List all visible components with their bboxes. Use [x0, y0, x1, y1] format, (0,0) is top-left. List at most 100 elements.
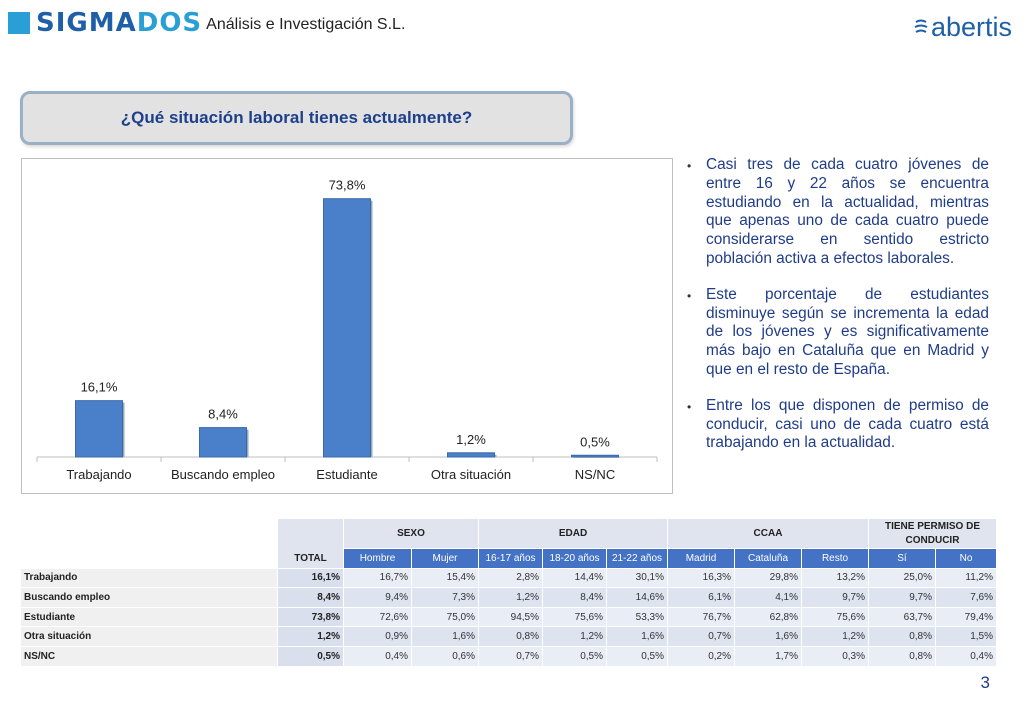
bullet-text: Entre los que disponen de permiso de con…	[706, 396, 989, 452]
table-cell: 76,7%	[667, 606, 735, 628]
table-cell: 0,9%	[343, 626, 412, 647]
table-cell: 1,6%	[734, 626, 802, 647]
table-cell: 75,6%	[801, 606, 869, 628]
table-cell: 7,6%	[935, 587, 997, 608]
table-cell: 15,4%	[411, 567, 479, 589]
table-cell: 7,3%	[411, 587, 479, 608]
bar	[323, 198, 371, 458]
table-group-sexo: SEXO	[343, 518, 479, 549]
table-group-permiso: TIENE PERMISO DE CONDUCIR	[868, 518, 997, 549]
table-cell: 72,6%	[343, 606, 412, 628]
table-cell-total: 73,8%	[277, 606, 344, 628]
table-group-edad: EDAD	[478, 518, 668, 549]
table-subheader: Mujer	[411, 548, 479, 569]
table-cell: 0,6%	[411, 645, 479, 667]
bar	[199, 427, 247, 458]
table-cell-total: 0,5%	[277, 645, 344, 667]
x-tick-label: Estudiante	[316, 467, 377, 482]
table-subheader: Hombre	[343, 548, 412, 569]
table-cell-total: 16,1%	[277, 567, 344, 589]
x-tick-label: Buscando empleo	[171, 467, 275, 482]
table-header-total: TOTAL	[277, 518, 344, 569]
table-cell: 14,6%	[606, 587, 668, 608]
table-cell: 1,6%	[411, 626, 479, 647]
x-tick-label: NS/NC	[575, 467, 615, 482]
table-cell: 1,2%	[542, 626, 607, 647]
table-cell: 75,6%	[542, 606, 607, 628]
table-cell: 0,8%	[478, 626, 543, 647]
table-subheader: 21-22 años	[606, 548, 668, 569]
table-row: Estudiante 73,8% 72,6% 75,0% 94,5% 75,6% 53,3%…	[20, 606, 997, 628]
table-cell: 9,4%	[343, 587, 412, 608]
table-cell: 1,7%	[734, 645, 802, 667]
table-cell: 6,1%	[667, 587, 735, 608]
question-text: ¿Qué situación laboral tienes actualment…	[120, 108, 473, 127]
table-cell: 0,2%	[667, 645, 735, 667]
question-box: ¿Qué situación laboral tienes actualment…	[20, 91, 573, 145]
bullet-item: • Entre los que disponen de permiso de c…	[687, 397, 989, 453]
table-cell: 16,7%	[343, 567, 412, 589]
table-cell: 11,2%	[935, 567, 997, 589]
bar-chart: 16,1% Trabajando 8,4% Buscando empleo 73,8% E…	[21, 158, 673, 494]
bar	[571, 454, 619, 458]
table-subheader: Sí	[868, 548, 936, 569]
bar-value-label: 0,5%	[580, 434, 610, 449]
table-cell: 94,5%	[478, 606, 543, 628]
table-cell: 79,4%	[935, 606, 997, 628]
x-tick-label: Otra situación	[431, 467, 511, 482]
table-corner	[20, 518, 278, 569]
table-cell: 0,8%	[868, 626, 936, 647]
bullet-item: • Este porcentaje de estudiantes disminu…	[687, 286, 989, 380]
table-row-label: Estudiante	[20, 606, 278, 628]
table-group-ccaa: CCAA	[667, 518, 869, 549]
bar	[447, 452, 495, 458]
table-group-header-row: TOTAL SEXO EDAD CCAA TIENE PERMISO DE CO…	[20, 518, 997, 569]
brand-name: SIGMADOS	[36, 8, 203, 38]
bullet-text: Este porcentaje de estudiantes disminuye…	[706, 285, 989, 378]
table-cell: 0,4%	[935, 645, 997, 667]
table-subheader: No	[935, 548, 997, 569]
abertis-logo: abertis	[913, 12, 1012, 43]
table-cell: 25,0%	[868, 567, 936, 589]
table-cell: 0,3%	[801, 645, 869, 667]
x-tick-label: Trabajando	[66, 467, 131, 482]
table-row-label: NS/NC	[20, 645, 278, 667]
bar-value-label: 73,8%	[329, 178, 366, 193]
table-cell: 8,4%	[542, 587, 607, 608]
table-cell: 4,1%	[734, 587, 802, 608]
bullet-text: Casi tres de cada cuatro jóvenes de entr…	[706, 156, 989, 267]
logo-square-icon	[8, 12, 30, 34]
table-cell: 9,7%	[868, 587, 936, 608]
bar-value-label: 16,1%	[81, 380, 118, 395]
table-cell-total: 8,4%	[277, 587, 344, 608]
table-row: NS/NC 0,5% 0,4% 0,6% 0,7% 0,5% 0,5% 0,2% 1,7% 0,3…	[20, 645, 997, 667]
table-subheader: Madrid	[667, 548, 735, 569]
table-subheader: Cataluña	[734, 548, 802, 569]
bar-chart-svg: 16,1% Trabajando 8,4% Buscando empleo 73,8% E…	[36, 178, 658, 482]
table-cell: 63,7%	[868, 606, 936, 628]
bullet-dot-icon: •	[687, 399, 692, 414]
abertis-mark-icon	[914, 19, 928, 33]
table-cell: 0,5%	[542, 645, 607, 667]
table-row: Buscando empleo 8,4% 9,4% 7,3% 1,2% 8,4% 14,6%…	[20, 587, 997, 608]
table-cell: 1,5%	[935, 626, 997, 647]
brand-subtitle: Análisis e Investigación S.L.	[206, 16, 406, 33]
table-subheader-row: Hombre Mujer 16-17 años 18-20 años 21-22…	[21, 548, 997, 569]
table-row-label: Buscando empleo	[20, 587, 278, 608]
table-cell: 53,3%	[606, 606, 668, 628]
table-cell: 9,7%	[801, 587, 869, 608]
sigmados-logo: SIGMADOS Análisis e Investigación S.L.	[8, 8, 405, 38]
table-cell: 1,6%	[606, 626, 668, 647]
table-subheader: Resto	[801, 548, 869, 569]
table-cell: 14,4%	[542, 567, 607, 589]
table-cell: 0,8%	[868, 645, 936, 667]
bar-value-label: 1,2%	[456, 432, 486, 447]
table-cell: 62,8%	[734, 606, 802, 628]
table-cell-total: 1,2%	[277, 626, 344, 647]
bar-value-label: 8,4%	[208, 407, 238, 422]
bullet-dot-icon: •	[687, 159, 692, 173]
partner-name: abertis	[930, 12, 1012, 42]
table-row: Trabajando 16,1% 16,7% 15,4% 2,8% 14,4% 30,1% 1…	[20, 567, 997, 589]
bullet-item: • Casi tres de cada cuatro jóvenes de en…	[687, 156, 989, 269]
bullet-dot-icon: •	[687, 288, 692, 303]
